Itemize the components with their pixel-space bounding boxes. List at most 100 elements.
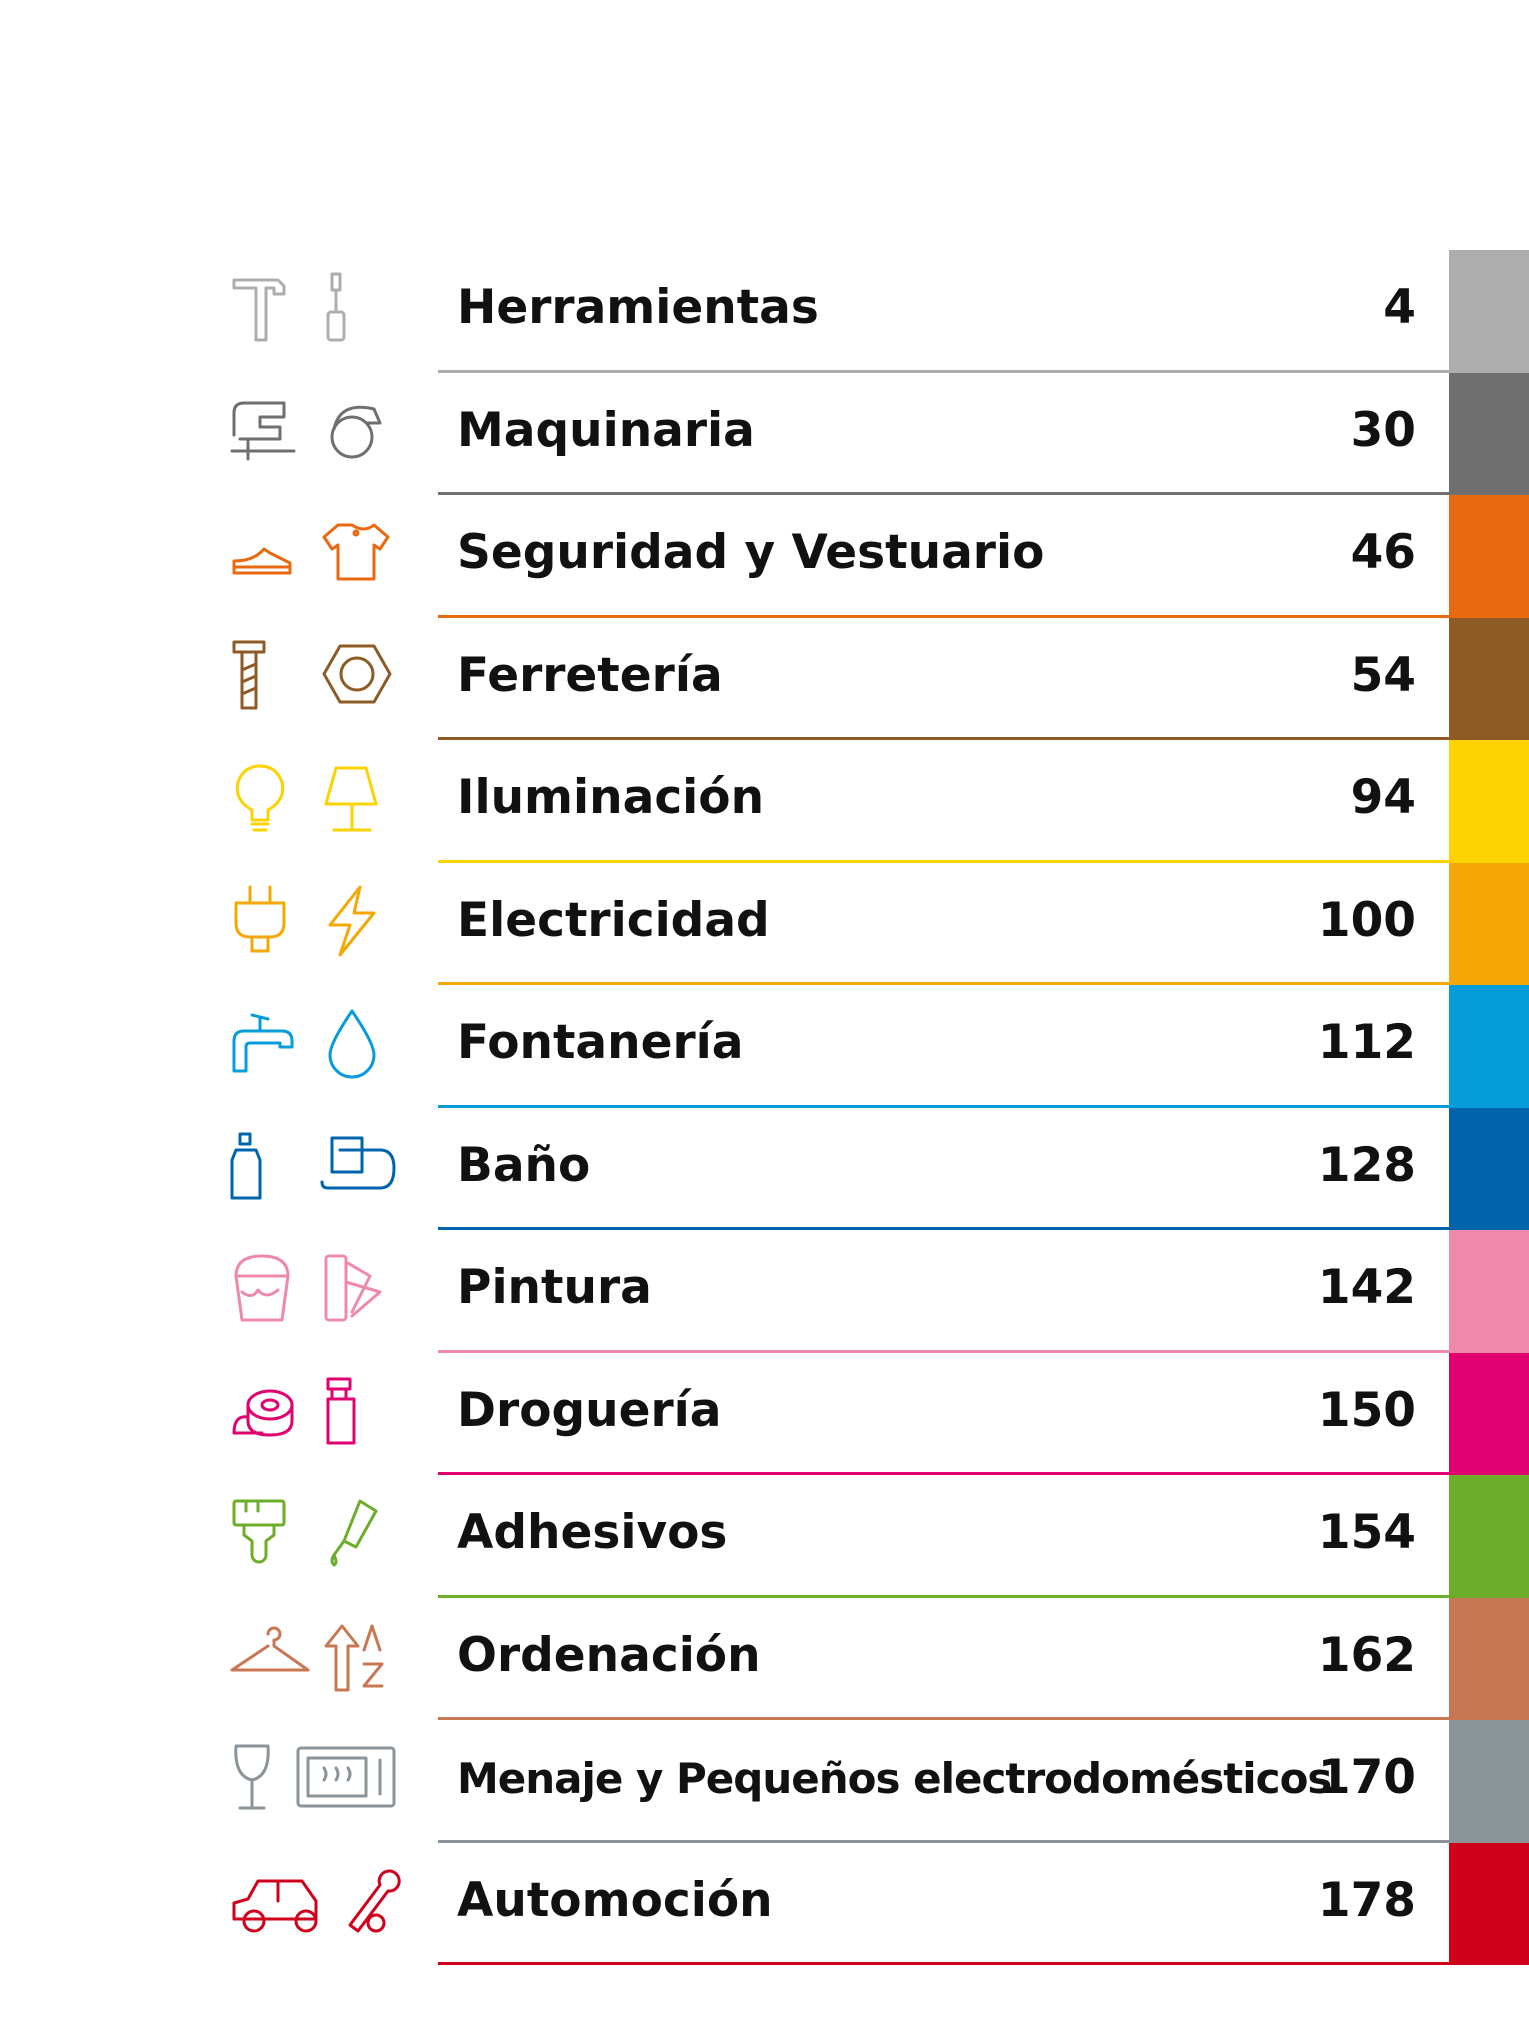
section-icons — [226, 250, 406, 373]
section-color-tab — [1449, 985, 1529, 1108]
toc-row[interactable]: Fontanería 112 — [0, 985, 1529, 1108]
toc-row[interactable]: Droguería 150 — [0, 1352, 1529, 1476]
table-of-contents: Herramientas 4 Maquinaria 30 Seguridad y Ves… — [0, 250, 1529, 1965]
section-color-tab — [1449, 1842, 1529, 1965]
section-icons — [226, 1475, 406, 1598]
page-number: 150 — [1317, 1382, 1416, 1438]
color-swatch-icon — [324, 1254, 382, 1322]
safety-shoe-icon — [232, 547, 292, 575]
section-title: Herramientas — [457, 280, 819, 335]
section-icons — [226, 1108, 406, 1231]
section-color-tab — [1449, 617, 1529, 740]
section-title: Iluminación — [457, 770, 765, 825]
spray-bottle-icon — [326, 1377, 356, 1444]
section-icons — [226, 1230, 406, 1353]
section-divider — [438, 1839, 1449, 1843]
toc-row[interactable]: Herramientas 4 — [0, 250, 1529, 373]
glue-tube-icon — [330, 1499, 378, 1567]
car-icon — [232, 1879, 318, 1932]
bolt-icon — [232, 640, 266, 709]
section-icons — [226, 618, 406, 741]
section-icons — [226, 373, 406, 496]
hanger-icon — [230, 1626, 310, 1671]
tape-roll-icon — [232, 1389, 294, 1436]
toc-row[interactable]: Ordenación 162 — [0, 1597, 1529, 1721]
section-divider — [438, 1717, 1449, 1720]
page-number: 112 — [1317, 1015, 1416, 1070]
section-title: Ferretería — [457, 647, 723, 703]
page-number: 154 — [1317, 1505, 1416, 1560]
section-color-tab — [1449, 1475, 1529, 1598]
section-title: Automoción — [457, 1872, 773, 1928]
toc-row[interactable]: Maquinaria 30 — [0, 372, 1529, 496]
nut-icon — [322, 644, 392, 703]
page-number: 4 — [1383, 280, 1416, 335]
hammer-icon — [232, 278, 286, 342]
section-color-tab — [1449, 740, 1529, 863]
toc-row[interactable]: Pintura 142 — [0, 1230, 1529, 1353]
page-number: 54 — [1350, 647, 1416, 703]
polo-shirt-icon — [322, 523, 390, 581]
toc-row[interactable]: Ferretería 54 — [0, 617, 1529, 741]
section-divider — [438, 859, 1449, 863]
section-title: Maquinaria — [457, 402, 755, 458]
section-title: Adhesivos — [457, 1505, 728, 1560]
page-number: 162 — [1317, 1627, 1416, 1683]
sort-az-icon — [324, 1624, 384, 1691]
toc-row[interactable]: Seguridad y Vestuario 46 — [0, 495, 1529, 618]
section-divider — [438, 614, 1449, 618]
page-number: 100 — [1317, 892, 1416, 948]
lightning-icon — [328, 885, 376, 956]
faucet-icon — [232, 1013, 294, 1073]
page-number: 46 — [1350, 525, 1416, 580]
soap-bottle-icon — [230, 1132, 262, 1199]
microwave-icon — [296, 1746, 396, 1808]
toc-row[interactable]: Menaje y Pequeños electrodomésticos 170 — [0, 1720, 1529, 1843]
towel-holder-icon — [320, 1136, 396, 1189]
section-color-tab — [1449, 862, 1529, 985]
page-number: 142 — [1317, 1260, 1416, 1315]
wrench-icon — [348, 1869, 401, 1932]
section-color-tab — [1449, 250, 1529, 373]
section-icons — [226, 495, 406, 618]
toc-row[interactable]: Baño 128 — [0, 1107, 1529, 1231]
page-number: 128 — [1317, 1137, 1416, 1193]
section-divider — [438, 1104, 1449, 1108]
section-title: Electricidad — [457, 892, 770, 948]
section-icons — [226, 863, 406, 986]
toc-row[interactable]: Iluminación 94 — [0, 740, 1529, 863]
section-title: Fontanería — [457, 1015, 744, 1070]
section-title: Pintura — [457, 1260, 652, 1315]
plug-icon — [234, 885, 286, 952]
section-divider — [438, 1227, 1449, 1230]
section-title: Menaje y Pequeños electrodomésticos — [457, 1754, 1332, 1803]
section-color-tab — [1449, 1230, 1529, 1353]
toc-row[interactable]: Adhesivos 154 — [0, 1475, 1529, 1598]
toc-row[interactable]: Automoción 178 — [0, 1842, 1529, 1966]
section-color-tab — [1449, 1352, 1529, 1475]
page-number: 30 — [1350, 402, 1416, 458]
paint-bucket-icon — [234, 1254, 290, 1322]
section-divider — [438, 369, 1449, 373]
section-icons — [226, 1353, 406, 1476]
toc-row[interactable]: Electricidad 100 — [0, 862, 1529, 986]
section-divider — [438, 982, 1449, 985]
section-icons — [226, 985, 406, 1108]
section-icons — [226, 1598, 406, 1721]
circular-saw-icon — [330, 405, 382, 458]
section-icons — [226, 1720, 406, 1843]
section-color-tab — [1449, 495, 1529, 618]
section-icons — [226, 1843, 406, 1966]
jigsaw-icon — [230, 401, 296, 460]
section-divider — [438, 1594, 1449, 1598]
section-icons — [226, 740, 406, 863]
page-number: 94 — [1350, 770, 1416, 825]
section-divider — [438, 1349, 1449, 1353]
water-drop-icon — [328, 1009, 376, 1079]
section-color-tab — [1449, 1597, 1529, 1720]
section-title: Seguridad y Vestuario — [457, 525, 1045, 580]
section-divider — [438, 1962, 1449, 1965]
section-divider — [438, 492, 1449, 495]
section-color-tab — [1449, 1720, 1529, 1843]
page-number: 178 — [1317, 1872, 1416, 1928]
